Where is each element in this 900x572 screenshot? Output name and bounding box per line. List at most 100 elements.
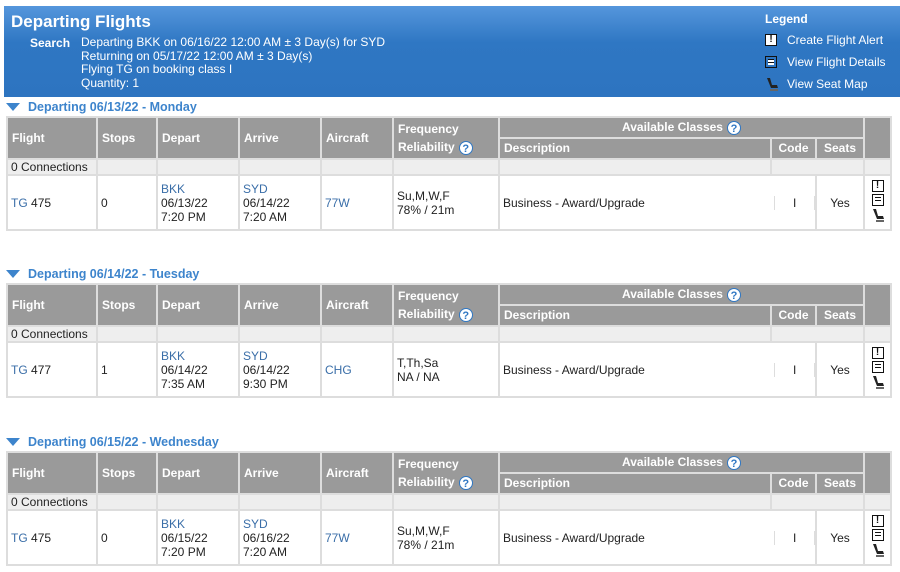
collapse-triangle-icon[interactable] xyxy=(6,103,20,111)
help-icon[interactable]: ? xyxy=(726,120,741,135)
col-code: Code xyxy=(770,303,817,328)
depart-airport-link[interactable]: BKK xyxy=(161,181,186,196)
flight-row: TG 475 0 BKK 06/13/22 7:20 PM SYD 06/14/22 7… xyxy=(6,174,892,231)
flight-details-icon[interactable] xyxy=(871,194,884,206)
seat-icon xyxy=(767,78,778,91)
flight-details-icon[interactable] xyxy=(871,361,884,373)
airline-link[interactable]: TG xyxy=(11,530,28,545)
help-icon[interactable]: ? xyxy=(458,140,473,155)
search-label: Search xyxy=(30,36,71,50)
arrive-cell: SYD 06/14/22 9:30 PM xyxy=(238,341,322,398)
flight-details-icon[interactable] xyxy=(871,529,884,541)
search-line: Returning on 05/17/22 12:00 AM ± 3 Day(s… xyxy=(81,48,313,63)
class-description: Business - Award/Upgrade xyxy=(498,174,771,231)
depart-time: 7:20 PM xyxy=(161,209,206,224)
col-stops: Stops xyxy=(96,451,158,495)
col-stops: Stops xyxy=(96,283,158,327)
arrive-time: 9:30 PM xyxy=(243,376,288,391)
search-line: Quantity: 1 xyxy=(81,75,140,90)
flights-table: Flight Stops Depart Arrive Aircraft Frequenc… xyxy=(6,451,892,566)
frequency-value: Su,M,W,F xyxy=(397,188,450,203)
search-summary: Departing BKK on 06/16/22 12:00 AM ± 3 D… xyxy=(81,35,385,90)
col-seats: Seats xyxy=(815,303,865,328)
depart-cell: BKK 06/14/22 7:35 AM xyxy=(156,341,240,398)
connections-label: 0 Connections xyxy=(6,325,98,343)
col-flight: Flight xyxy=(6,116,98,160)
flight-number: TG 477 xyxy=(6,341,98,398)
frequency-cell: Su,M,W,F 78% / 21m xyxy=(392,174,500,231)
section-title: Departing 06/14/22 - Tuesday xyxy=(28,267,200,281)
class-code: I xyxy=(771,509,817,566)
seat-map-icon[interactable] xyxy=(871,375,885,392)
arrive-airport-link[interactable]: SYD xyxy=(243,181,268,196)
collapse-triangle-icon[interactable] xyxy=(6,438,20,446)
legend-create-alert: ! Create Flight Alert xyxy=(765,29,885,51)
section-toggle[interactable]: Departing 06/13/22 - Monday xyxy=(6,98,890,116)
help-icon[interactable]: ? xyxy=(726,287,741,302)
aircraft-link[interactable]: CHG xyxy=(325,362,352,377)
help-icon[interactable]: ? xyxy=(458,307,473,322)
col-description: Description xyxy=(498,471,772,496)
stops-value: 1 xyxy=(96,341,158,398)
create-alert-icon[interactable]: ! xyxy=(871,515,884,527)
departure-section: Departing 06/13/22 - Monday Flight Stops D… xyxy=(6,98,892,231)
class-code-value: I xyxy=(774,195,816,210)
help-icon[interactable]: ? xyxy=(458,475,473,490)
departure-section: Departing 06/14/22 - Tuesday Flight Stops… xyxy=(6,265,892,398)
depart-airport-link[interactable]: BKK xyxy=(161,348,186,363)
flight-number: TG 475 xyxy=(6,174,98,231)
flight-num: 475 xyxy=(31,195,52,210)
col-actions xyxy=(863,283,892,327)
section-toggle[interactable]: Departing 06/15/22 - Wednesday xyxy=(6,433,890,451)
col-actions xyxy=(863,116,892,160)
aircraft-link[interactable]: 77W xyxy=(325,195,350,210)
flight-number: TG 475 xyxy=(6,509,98,566)
create-alert-icon[interactable]: ! xyxy=(871,180,884,192)
arrive-date: 06/14/22 xyxy=(243,195,290,210)
arrive-airport-link[interactable]: SYD xyxy=(243,516,268,531)
create-alert-icon[interactable]: ! xyxy=(871,347,884,359)
col-arrive: Arrive xyxy=(238,451,322,495)
departure-section: Departing 06/15/22 - Wednesday Flight Sto… xyxy=(6,433,892,566)
stops-value: 0 xyxy=(96,509,158,566)
frequency-label: Frequency xyxy=(398,289,459,303)
col-flight: Flight xyxy=(6,451,98,495)
flight-row: TG 477 1 BKK 06/14/22 7:35 AM SYD 06/14/22 9… xyxy=(6,341,892,398)
aircraft-link[interactable]: 77W xyxy=(325,530,350,545)
available-classes-label: Available Classes xyxy=(622,287,723,302)
class-description: Business - Award/Upgrade xyxy=(498,509,771,566)
section-title: Departing 06/13/22 - Monday xyxy=(28,100,197,114)
arrive-cell: SYD 06/16/22 7:20 AM xyxy=(238,509,322,566)
arrive-airport-link[interactable]: SYD xyxy=(243,348,268,363)
seat-map-icon[interactable] xyxy=(871,543,885,560)
airline-link[interactable]: TG xyxy=(11,362,28,377)
flights-table: Flight Stops Depart Arrive Aircraft Frequenc… xyxy=(6,116,892,231)
class-description: Business - Award/Upgrade xyxy=(498,341,771,398)
reliability-value: 78% / 21m xyxy=(397,202,455,217)
reliability-label: Reliability xyxy=(398,475,455,489)
flight-num: 475 xyxy=(31,530,52,545)
frequency-cell: Su,M,W,F 78% / 21m xyxy=(392,509,500,566)
details-icon xyxy=(765,56,777,68)
seat-map-icon[interactable] xyxy=(871,208,885,225)
section-toggle[interactable]: Departing 06/14/22 - Tuesday xyxy=(6,265,890,283)
col-stops: Stops xyxy=(96,116,158,160)
help-icon[interactable]: ? xyxy=(726,455,741,470)
airline-link[interactable]: TG xyxy=(11,195,28,210)
col-aircraft: Aircraft xyxy=(320,283,394,327)
collapse-triangle-icon[interactable] xyxy=(6,270,20,278)
legend-label: View Flight Details xyxy=(787,55,886,69)
search-header: Departing Flights Search Departing BKK o… xyxy=(4,6,900,97)
arrive-date: 06/14/22 xyxy=(243,362,290,377)
arrive-cell: SYD 06/14/22 7:20 AM xyxy=(238,174,322,231)
class-seats: Yes xyxy=(816,174,865,231)
legend: Legend ! Create Flight Alert View Flight … xyxy=(765,12,885,95)
connections-row: 0 Connections xyxy=(6,493,892,511)
class-code-value: I xyxy=(774,530,816,545)
depart-airport-link[interactable]: BKK xyxy=(161,516,186,531)
col-available-classes: Available Classes? xyxy=(498,116,865,139)
connections-row: 0 Connections xyxy=(6,158,892,176)
legend-label: View Seat Map xyxy=(787,77,868,91)
depart-date: 06/15/22 xyxy=(161,530,208,545)
alert-icon: ! xyxy=(765,34,777,46)
